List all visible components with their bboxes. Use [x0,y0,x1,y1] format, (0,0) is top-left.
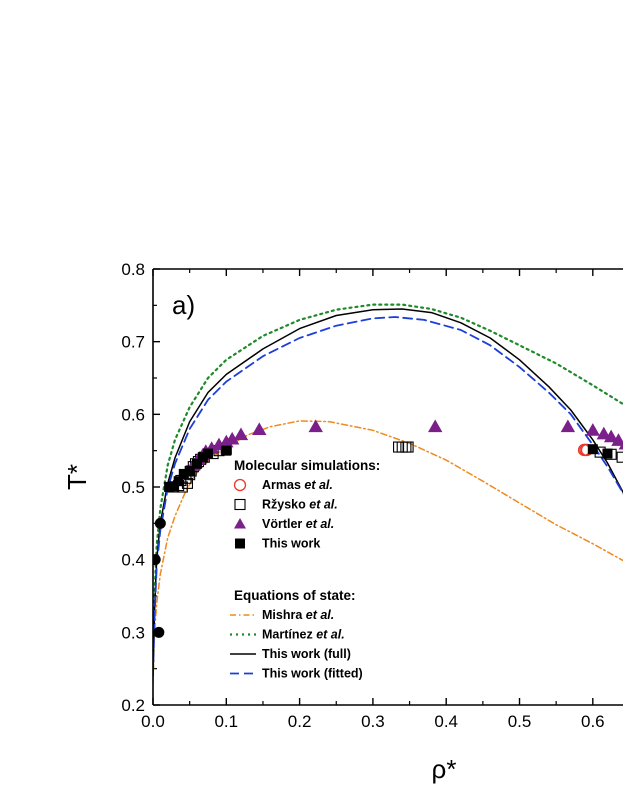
legend-marker-r-ysko-et-al [234,498,246,511]
x-tick-label: 0.1 [214,712,238,731]
series-line-this-work-fitted [153,316,623,677]
data-point-this-work [184,466,195,477]
data-point-v-rtler-et-al [611,433,623,446]
data-point-this-work [178,468,189,479]
legend-header-simulations: Molecular simulations: [234,458,380,473]
legend-label-this-work-fitted: This work (fitted) [262,667,363,681]
legend-label-this-work-full: This work (full) [262,647,351,661]
data-point-v-rtler-et-al [224,431,240,445]
y-tick-label: 0.2 [121,696,145,715]
legend: Molecular simulations: Equations of stat… [230,458,380,681]
legend-marker-v-rtler-et-al [234,518,246,529]
legend-header-equations: Equations of state: [234,588,356,603]
y-tick-label: 0.4 [121,551,145,570]
legend-label-r-ysko-et-al: Ržysko et al. [262,498,338,512]
data-point-r-ysko-et-al [616,451,623,463]
data-point-v-rtler-et-al [233,427,249,441]
data-point-v-rtler-et-al [603,429,619,443]
data-point-this-work [168,481,179,492]
legend-label-armas-et-al: Armas et al. [262,478,333,492]
data-point-v-rtler-et-al [308,419,323,433]
legend-marker-armas-et-al [233,478,247,492]
tick-marks [152,268,594,706]
x-tick-label: 0.6 [581,712,605,731]
y-axis-title: T* [62,464,92,490]
data-point-v-rtler-et-al [618,441,623,450]
data-point-v-rtler-et-al [428,419,443,433]
data-point-this-work [202,448,213,459]
data-point-this-work [197,452,208,463]
series-line-this-work-full [153,308,623,670]
x-tick-label: 0.4 [434,712,458,731]
x-axis-title: ρ* [432,754,457,784]
y-tick-label: 0.5 [121,478,145,497]
data-point-black-circles [153,554,161,566]
y-tick-label: 0.6 [121,405,145,424]
data-point-v-rtler-et-al [585,423,601,436]
panel-label: a) [172,290,195,320]
x-tick-label: 0.5 [508,712,532,731]
x-tick-label: 0.0 [141,712,165,731]
data-point-this-work [602,448,613,459]
data-point-this-work [587,444,598,455]
data-point-this-work [191,458,202,469]
tick-labels: 0.0 0.1 0.2 0.3 0.4 0.5 0.6 0.2 0.3 0.4 0.5 0.6 0.7 0… [121,260,604,731]
x-tick-label: 0.2 [288,712,312,731]
data-point-this-work [173,476,184,487]
y-tick-label: 0.8 [121,260,145,279]
data-point-this-work [221,445,232,456]
series-line-mart-nez-et-al [153,303,623,670]
x-tick-label: 0.3 [361,712,385,731]
markers-layer [153,419,623,638]
legend-marker-this-work [235,538,245,549]
data-point-r-ysko-et-al [402,441,414,453]
legend-label-v-rtler-et-al: Vörtler et al. [262,517,334,531]
y-tick-label: 0.3 [121,623,145,642]
legend-label-mishra-et-al: Mishra et al. [262,608,334,622]
data-point-r-ysko-et-al [393,441,405,453]
data-point-black-circles [153,626,165,638]
y-tick-label: 0.7 [121,333,145,352]
data-point-r-ysko-et-al [396,441,408,453]
data-point-black-circles [154,517,166,529]
legend-label-mart-nez-et-al: Martínez et al. [262,628,345,642]
axes [152,268,623,706]
data-point-v-rtler-et-al [252,422,267,435]
legend-label-this-work: This work [262,537,320,551]
data-point-v-rtler-et-al [560,419,576,433]
curves-layer [153,303,623,684]
series-line-mishra-et-al [153,420,623,684]
